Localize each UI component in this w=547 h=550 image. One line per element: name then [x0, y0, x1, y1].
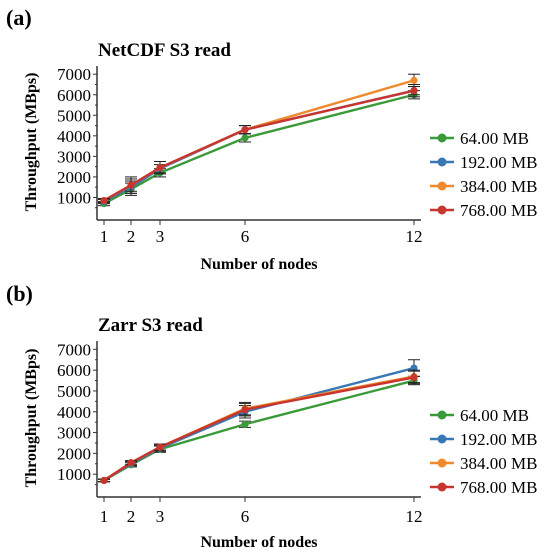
legend-label: 192.00 MB — [460, 430, 537, 449]
legend-swatch-marker — [437, 133, 447, 143]
chart-title: Zarr S3 read — [98, 315, 203, 336]
series-768-00-mb — [98, 83, 420, 205]
legend-label: 768.00 MB — [460, 478, 537, 497]
y-tick-label: 5000 — [57, 382, 91, 401]
data-point — [410, 87, 418, 95]
y-tick-label: 7000 — [57, 65, 91, 84]
y-axis-label: Throughput (MBps) — [23, 349, 40, 488]
legend-label: 768.00 MB — [460, 201, 537, 220]
y-tick-label: 1000 — [57, 465, 91, 484]
y-tick-label: 7000 — [57, 340, 91, 359]
data-point — [241, 134, 249, 142]
panel-label: (b) — [6, 281, 33, 306]
legend-swatch-marker — [437, 205, 447, 215]
data-point — [100, 196, 108, 205]
legend-label: 64.00 MB — [460, 406, 529, 425]
x-axis-label: Number of nodes — [200, 256, 317, 273]
series-line — [103, 379, 415, 482]
legend-label: 384.00 MB — [460, 454, 537, 473]
legend-label: 64.00 MB — [460, 129, 529, 148]
data-point — [241, 420, 249, 428]
x-tick-label: 6 — [241, 507, 250, 526]
y-tick-label: 5000 — [57, 106, 91, 125]
y-tick-label: 4000 — [57, 127, 91, 146]
series-line — [103, 93, 415, 205]
data-point — [156, 443, 164, 451]
legend-item: 384.00 MB — [430, 177, 537, 196]
x-tick-label: 1 — [100, 227, 109, 246]
series-64-00-mb — [98, 375, 420, 485]
x-tick-label: 3 — [156, 227, 165, 246]
data-point — [127, 459, 135, 467]
y-tick-label: 6000 — [57, 86, 91, 105]
data-point — [410, 76, 418, 84]
y-tick-label: 6000 — [57, 361, 91, 380]
legend-item: 64.00 MB — [430, 406, 529, 425]
x-tick-label: 6 — [241, 227, 250, 246]
x-tick-label: 2 — [127, 507, 136, 526]
x-tick-label: 2 — [127, 227, 136, 246]
y-tick-label: 2000 — [57, 168, 91, 187]
y-tick-label: 3000 — [57, 424, 91, 443]
y-tick-label: 4000 — [57, 403, 91, 422]
y-tick-label: 1000 — [57, 188, 91, 207]
data-point — [241, 126, 249, 134]
legend-swatch-marker — [437, 434, 447, 444]
legend-item: 192.00 MB — [430, 153, 537, 172]
x-tick-label: 1 — [100, 507, 109, 526]
legend-item: 768.00 MB — [430, 201, 537, 220]
x-axis-label: Number of nodes — [200, 534, 317, 550]
legend-swatch-marker — [437, 458, 447, 468]
x-tick-label: 3 — [156, 507, 165, 526]
legend-swatch-marker — [437, 157, 447, 167]
chart-title: NetCDF S3 read — [98, 40, 231, 61]
y-tick-label: 3000 — [57, 147, 91, 166]
legend-label: 192.00 MB — [460, 153, 537, 172]
data-point — [100, 476, 108, 485]
x-tick-label: 12 — [406, 507, 423, 526]
data-point — [241, 406, 249, 414]
data-point — [127, 181, 135, 189]
panel-label: (a) — [6, 5, 32, 30]
legend-label: 384.00 MB — [460, 177, 537, 196]
legend-item: 384.00 MB — [430, 454, 537, 473]
series-192-00-mb — [98, 359, 420, 485]
series-64-00-mb — [98, 90, 420, 208]
chart-panel-b: (b)Zarr S3 read1000200030004000500060007… — [6, 281, 537, 550]
series-384-00-mb — [98, 73, 420, 205]
series-line — [103, 79, 415, 202]
legend-item: 192.00 MB — [430, 430, 537, 449]
legend-item: 768.00 MB — [430, 478, 537, 497]
data-point — [156, 164, 164, 172]
y-axis-label: Throughput (MBps) — [23, 73, 40, 212]
series-768-00-mb — [98, 370, 420, 485]
legend-swatch-marker — [437, 410, 447, 420]
data-point — [410, 373, 418, 382]
x-tick-label: 12 — [406, 227, 423, 246]
legend-swatch-marker — [437, 181, 447, 191]
legend-swatch-marker — [437, 482, 447, 492]
legend-item: 64.00 MB — [430, 129, 529, 148]
y-tick-label: 2000 — [57, 444, 91, 463]
series-384-00-mb — [98, 369, 420, 485]
